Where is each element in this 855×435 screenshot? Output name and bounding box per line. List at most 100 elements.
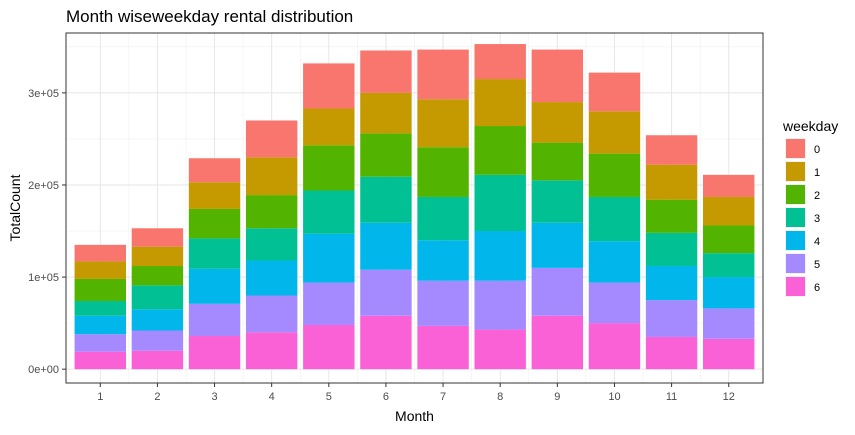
legend-swatch-3 (786, 208, 805, 227)
bars (74, 44, 755, 370)
x-tick-label: 6 (383, 391, 389, 403)
bar-month-2-weekday-1 (131, 246, 184, 267)
bar-month-12-weekday-4 (703, 277, 755, 309)
bar-month-10-weekday-2 (588, 153, 641, 197)
x-tick-label: 4 (269, 391, 275, 403)
bar-month-10-weekday-1 (588, 111, 641, 154)
bar-month-7-weekday-2 (417, 147, 469, 197)
chart-title: Month wiseweekday rental distribution (66, 7, 353, 26)
bar-month-10-weekday-4 (588, 241, 641, 283)
legend-swatch-1 (786, 162, 805, 181)
x-tick-label: 8 (497, 391, 503, 403)
legend-label-0: 0 (814, 144, 820, 156)
bar-month-10-weekday-6 (588, 323, 641, 370)
bar-month-6-weekday-0 (360, 50, 412, 93)
bar-month-1-weekday-4 (74, 315, 126, 335)
bar-month-6-weekday-3 (360, 176, 412, 223)
bar-month-2-weekday-5 (131, 330, 184, 351)
x-tick-label: 7 (440, 391, 446, 403)
x-tick-label: 1 (97, 391, 103, 403)
bar-month-3-weekday-2 (188, 208, 241, 239)
bar-month-7-weekday-4 (417, 240, 469, 281)
x-tick-label: 11 (666, 391, 677, 403)
bar-month-12-weekday-3 (703, 253, 755, 278)
bar-month-4-weekday-4 (245, 260, 298, 296)
bar-month-1-weekday-2 (74, 278, 126, 302)
bar-month-2-weekday-2 (131, 266, 184, 286)
bar-month-5-weekday-1 (303, 108, 355, 146)
bar-month-3-weekday-6 (188, 336, 241, 370)
bar-month-7-weekday-3 (417, 196, 469, 241)
x-axis-label: Month (395, 408, 434, 424)
legend-title: weekday (782, 118, 838, 134)
bar-month-2-weekday-4 (131, 309, 184, 331)
bar-month-8-weekday-5 (474, 280, 526, 330)
y-tick-label: 2e+05 (28, 180, 59, 192)
x-tick-label: 9 (554, 391, 560, 403)
legend-label-5: 5 (814, 259, 820, 271)
bar-month-2-weekday-0 (131, 228, 184, 247)
bar-month-8-weekday-6 (474, 329, 526, 370)
bar-month-6-weekday-2 (360, 133, 412, 177)
plot-border (65, 32, 764, 384)
bar-month-6-weekday-6 (360, 315, 412, 370)
legend-swatch-4 (786, 231, 805, 250)
x-tick-label: 3 (211, 391, 217, 403)
bar-month-10-weekday-0 (588, 72, 641, 112)
bar-month-11-weekday-1 (645, 164, 698, 200)
bar-month-12-weekday-0 (703, 174, 755, 197)
bar-month-10-weekday-3 (588, 196, 641, 242)
bar-month-7-weekday-5 (417, 280, 469, 326)
legend-swatch-0 (786, 139, 805, 158)
legend: weekday 0 1 2 3 4 5 6 (782, 118, 838, 297)
legend-label-2: 2 (814, 190, 820, 202)
bar-month-11-weekday-6 (645, 336, 698, 370)
bar-month-12-weekday-5 (703, 308, 755, 339)
bar-month-2-weekday-3 (131, 285, 184, 310)
bar-month-8-weekday-2 (474, 126, 526, 175)
bar-month-4-weekday-1 (245, 157, 298, 196)
bar-month-5-weekday-2 (303, 145, 355, 191)
bar-month-6-weekday-1 (360, 92, 412, 134)
bar-month-3-weekday-3 (188, 238, 241, 269)
bar-month-9-weekday-6 (531, 315, 584, 370)
bar-month-9-weekday-2 (531, 142, 584, 181)
bar-month-3-weekday-1 (188, 182, 241, 209)
legend-swatch-2 (786, 185, 805, 204)
x-tick-label: 12 (723, 391, 735, 403)
y-tick-label: 3e+05 (28, 88, 59, 100)
legend-swatch-5 (786, 254, 805, 273)
legend-label-6: 6 (814, 282, 820, 294)
bar-month-12-weekday-6 (703, 338, 755, 370)
bar-month-9-weekday-5 (531, 267, 584, 316)
bar-month-10-weekday-5 (588, 282, 641, 324)
y-axis-label: TotalCount (7, 174, 23, 241)
x-tick-label: 5 (326, 391, 332, 403)
bar-month-8-weekday-3 (474, 174, 526, 232)
bar-month-1-weekday-0 (74, 244, 126, 262)
legend-label-3: 3 (814, 213, 820, 225)
bar-month-5-weekday-6 (303, 324, 355, 370)
bar-month-4-weekday-2 (245, 195, 298, 229)
bar-month-1-weekday-1 (74, 261, 126, 279)
legend-label-1: 1 (814, 167, 820, 179)
bar-month-5-weekday-4 (303, 233, 355, 283)
bar-month-5-weekday-3 (303, 190, 355, 234)
bar-month-4-weekday-0 (245, 120, 298, 158)
bar-month-4-weekday-5 (245, 295, 298, 333)
bar-month-11-weekday-0 (645, 135, 698, 165)
bar-month-7-weekday-6 (417, 325, 469, 370)
x-tick-label: 2 (154, 391, 160, 403)
bar-month-11-weekday-4 (645, 266, 698, 301)
bar-month-9-weekday-0 (531, 49, 584, 103)
bar-month-8-weekday-1 (474, 79, 526, 127)
bar-month-5-weekday-5 (303, 282, 355, 325)
bar-month-4-weekday-3 (245, 228, 298, 261)
bar-month-1-weekday-5 (74, 334, 126, 352)
bar-month-3-weekday-0 (188, 158, 241, 183)
bar-month-7-weekday-0 (417, 49, 469, 100)
bar-month-9-weekday-3 (531, 180, 584, 223)
bar-month-2-weekday-6 (131, 350, 184, 370)
